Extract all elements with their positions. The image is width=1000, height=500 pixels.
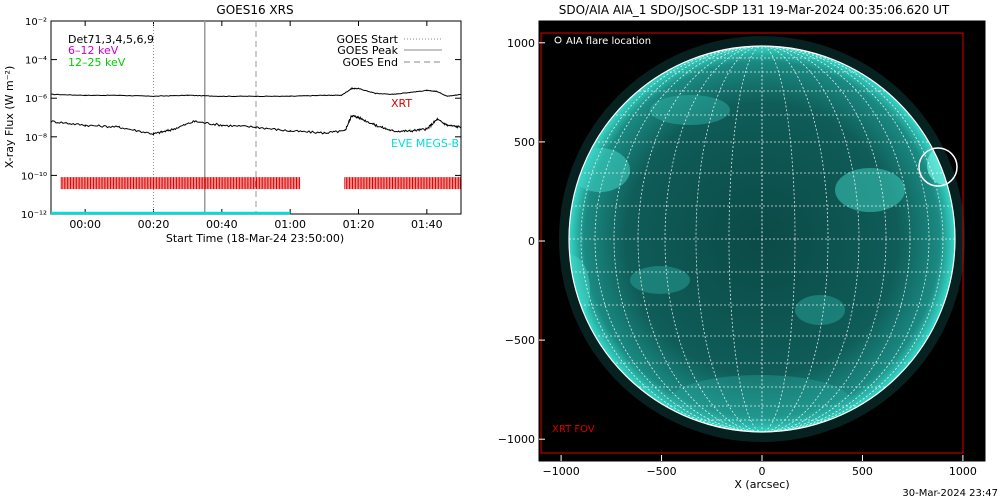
legend: GOES Start GOES Peak GOES End <box>337 33 442 69</box>
y-tick-label: 10⁻¹² <box>21 210 47 221</box>
legend-goes-peak: GOES Peak <box>337 44 398 57</box>
heliographic-grid <box>569 46 955 432</box>
x-tick-label: 01:20 <box>343 218 375 231</box>
aia-x-axis-label: X (arcsec) <box>734 478 789 491</box>
bright-region <box>670 375 850 425</box>
x-tick-label: 00:20 <box>138 218 170 231</box>
footer-timestamp: 30-Mar-2024 23:47 <box>902 488 998 499</box>
x-tick-label: 01:00 <box>274 218 306 231</box>
bright-region <box>795 295 845 325</box>
solar-limb <box>568 45 956 433</box>
x-tick-label: 01:40 <box>411 218 443 231</box>
legend-goes-end: GOES End <box>342 56 398 69</box>
chart-title: GOES16 XRS <box>216 3 293 17</box>
y-tick-label: 10⁻⁶ <box>25 94 47 105</box>
xrt-fov-label: XRT FOV <box>552 424 595 435</box>
series-line <box>50 114 462 136</box>
xrt-fov-box <box>540 32 964 454</box>
legend-goes-start: GOES Start <box>337 33 399 46</box>
det-label-12-25kev: 12–25 keV <box>68 56 126 69</box>
aia-image-panel: SDO/AIA AIA_1 SDO/JSOC-SDP 131 19-Mar-20… <box>498 3 986 491</box>
aia-x-tick-label: 1000 <box>949 465 977 478</box>
flare-location-circle <box>918 147 958 187</box>
aia-y-tick-label: −500 <box>505 334 535 347</box>
y-axis-label: X-ray Flux (W m⁻²) <box>3 66 16 168</box>
bright-region <box>835 168 905 212</box>
series-line <box>51 86 462 98</box>
y-tick-label: 10⁻⁴ <box>25 56 47 67</box>
det-label-6-12kev: 6–12 keV <box>68 44 119 57</box>
x-axis-label: Start Time (18-Mar-24 23:50:00) <box>166 232 344 245</box>
aia-y-tick-label: −1000 <box>498 433 535 446</box>
aia-y-tick-label: 0 <box>528 235 535 248</box>
flare-legend-symbol <box>554 36 562 44</box>
aia-title: SDO/AIA AIA_1 SDO/JSOC-SDP 131 19-Mar-20… <box>559 3 950 17</box>
grid-meridian <box>695 46 829 432</box>
aia-x-tick-label: −1000 <box>542 465 579 478</box>
x-tick-label: 00:00 <box>69 218 101 231</box>
xrt-annotation: XRT <box>391 97 412 110</box>
y-tick-label: 10⁻⁸ <box>25 133 47 144</box>
y-tick-label: 10⁻¹⁰ <box>21 171 47 182</box>
aia-y-tick-label: 500 <box>514 136 535 149</box>
aia-y-tick-label: 1000 <box>507 37 535 50</box>
flare-legend-label: AIA flare location <box>566 36 651 47</box>
bright-region <box>630 266 690 294</box>
aia-x-tick-label: 500 <box>852 465 873 478</box>
y-tick-label: 10⁻² <box>25 17 47 28</box>
goes-xrs-chart: GOES16 XRS 00:00 00:20 00:40 01:00 01:20 01:4… <box>3 3 462 245</box>
eve-annotation: EVE MEGS-B <box>391 137 459 150</box>
det-label-channels: Det71,3,4,5,6,9 <box>68 33 154 46</box>
aia-x-tick-label: −500 <box>646 465 676 478</box>
aia-x-tick-label: 0 <box>759 465 766 478</box>
x-tick-label: 00:40 <box>206 218 238 231</box>
